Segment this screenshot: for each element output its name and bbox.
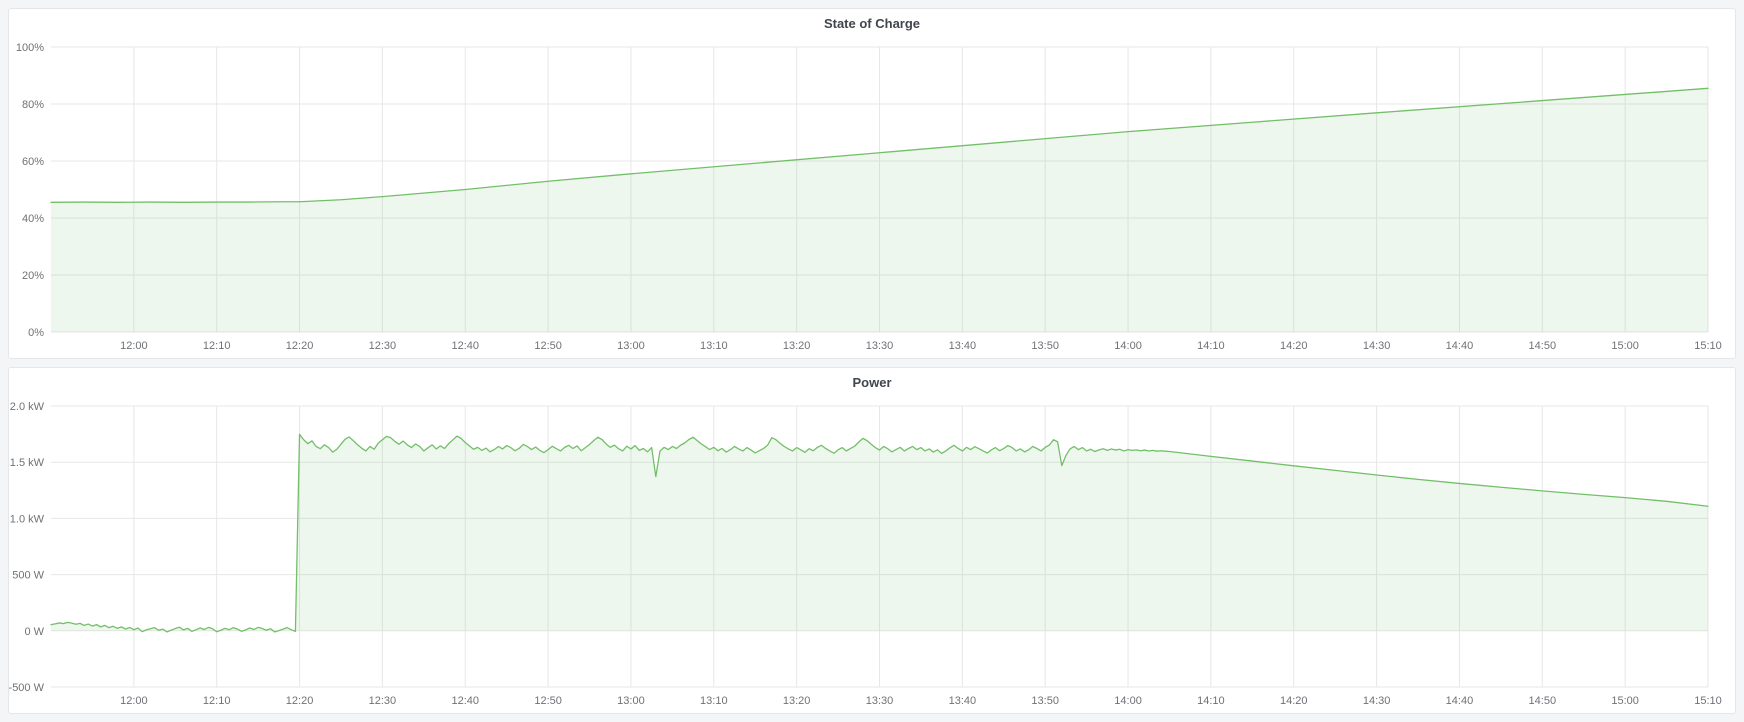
y-tick-label: 60% <box>22 156 44 168</box>
y-tick-label: 2.0 kW <box>10 401 45 413</box>
x-tick-label: 15:00 <box>1611 340 1639 352</box>
x-tick-label: 12:00 <box>120 695 148 707</box>
x-tick-label: 12:10 <box>203 695 231 707</box>
x-tick-label: 13:40 <box>949 695 977 707</box>
x-tick-label: 14:20 <box>1280 695 1308 707</box>
power-chart[interactable]: 12:00 12:10 12:20 12:30 12:40 12:50 13:00 13:10… <box>9 396 1735 713</box>
x-tick-label: 14:10 <box>1197 340 1225 352</box>
x-tick-label: 13:30 <box>866 695 894 707</box>
x-tick-label: 14:30 <box>1363 695 1391 707</box>
x-tick-label: 12:50 <box>534 340 562 352</box>
x-tick-label: 12:20 <box>286 695 314 707</box>
panel-title-state-of-charge[interactable]: State of Charge <box>823 15 921 31</box>
x-tick-label: 12:50 <box>534 695 562 707</box>
x-tick-label: 13:20 <box>783 340 811 352</box>
x-tick-label: 12:20 <box>286 340 314 352</box>
y-tick-label: 1.0 kW <box>10 513 45 525</box>
power-series-area <box>51 434 1708 632</box>
x-tick-label: 13:00 <box>617 695 645 707</box>
state-of-charge-series-line <box>50 87 1709 203</box>
x-tick-label: 14:50 <box>1529 340 1557 352</box>
y-tick-label: 80% <box>22 99 44 111</box>
x-tick-label: 12:00 <box>120 340 148 352</box>
x-tick-label: 13:10 <box>700 340 728 352</box>
y-tick-label: 500 W <box>12 570 44 582</box>
y-tick-label: 1.5 kW <box>10 457 45 469</box>
x-tick-label: 14:50 <box>1529 695 1557 707</box>
y-tick-label: 100% <box>16 42 44 54</box>
x-tick-label: 15:10 <box>1694 340 1722 352</box>
x-tick-label: 14:40 <box>1446 695 1474 707</box>
x-tick-label: 15:10 <box>1694 695 1722 707</box>
y-tick-label: 0% <box>28 327 44 339</box>
x-tick-label: 14:10 <box>1197 695 1225 707</box>
y-tick-label: 20% <box>22 270 44 282</box>
panel-title-power[interactable]: Power <box>852 374 892 390</box>
x-tick-label: 13:50 <box>1031 340 1059 352</box>
x-tick-label: 13:30 <box>866 340 894 352</box>
panel-state-of-charge: State of Charge 12:00 12:10 12:20 12:30 12:4… <box>8 8 1736 359</box>
x-tick-label: 14:30 <box>1363 340 1391 352</box>
x-tick-label: 14:00 <box>1114 340 1142 352</box>
panel-power: Power 12:00 12:10 12:20 12:30 12:40 12:50 13:0… <box>8 367 1736 714</box>
x-tick-label: 13:50 <box>1031 695 1059 707</box>
x-tick-label: 13:20 <box>783 695 811 707</box>
x-tick-label: 12:10 <box>203 340 231 352</box>
x-tick-label: 12:30 <box>369 340 397 352</box>
x-tick-label: 13:10 <box>700 695 728 707</box>
x-tick-label: 14:20 <box>1280 340 1308 352</box>
y-tick-label: -500 W <box>9 682 45 694</box>
x-tick-label: 14:40 <box>1446 340 1474 352</box>
x-tick-label: 13:00 <box>617 340 645 352</box>
state-of-charge-chart[interactable]: 12:00 12:10 12:20 12:30 12:40 12:50 13:00 13:10… <box>9 37 1735 358</box>
x-tick-label: 15:00 <box>1611 695 1639 707</box>
y-tick-label: 0 W <box>24 626 44 638</box>
y-tick-label: 40% <box>22 213 44 225</box>
x-tick-label: 12:40 <box>451 340 479 352</box>
state-of-charge-series-area <box>51 88 1708 332</box>
x-tick-label: 14:00 <box>1114 695 1142 707</box>
power-series-line <box>50 433 1709 633</box>
x-tick-label: 12:40 <box>451 695 479 707</box>
x-tick-label: 12:30 <box>369 695 397 707</box>
x-tick-label: 13:40 <box>949 340 977 352</box>
